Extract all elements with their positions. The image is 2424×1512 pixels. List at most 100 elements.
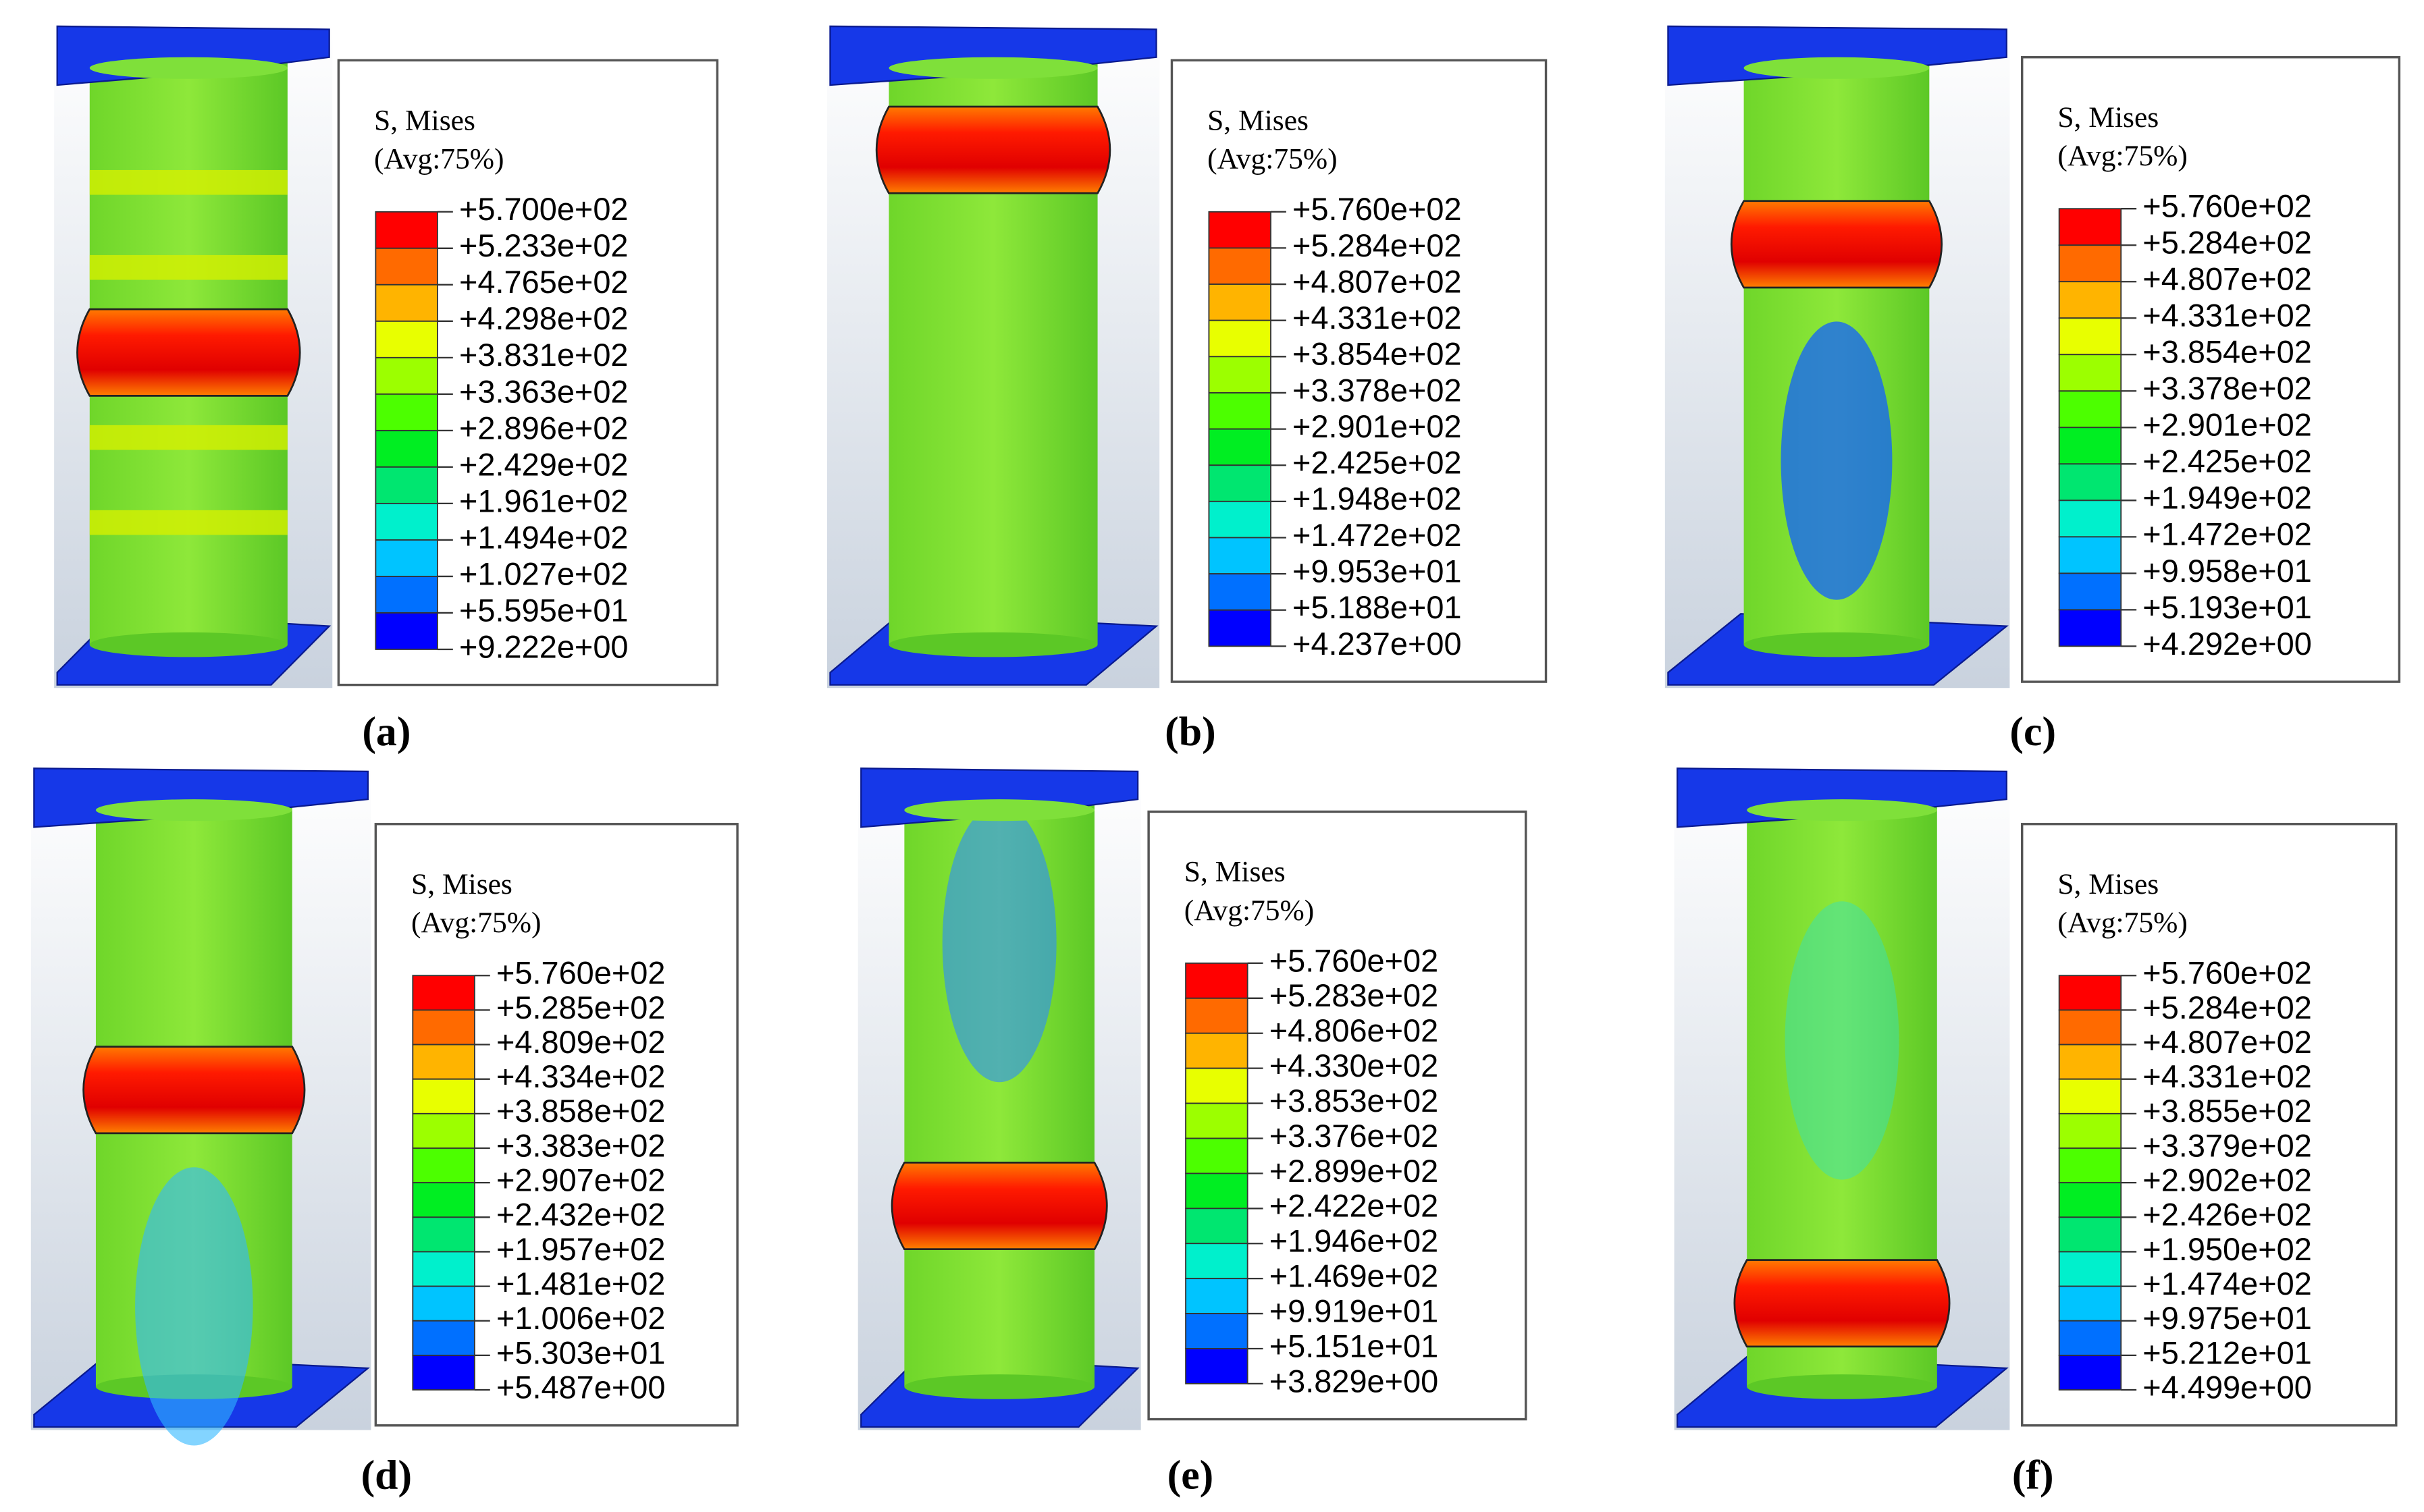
legend-color [375,356,438,395]
legend-value: +2.896e+02 [459,410,629,446]
legend-value: +5.193e+01 [2142,590,2312,625]
legend-color [1185,1067,1248,1104]
panel-label: (e) [1167,1453,1214,1498]
legend-value: +5.487e+00 [496,1370,666,1405]
legend-color [412,1112,475,1149]
legend-color [2058,390,2122,429]
legend-value: +5.760e+02 [2142,189,2312,224]
legend-color [1208,284,1271,321]
stress-stripe [89,254,288,280]
legend-color [2058,1009,2122,1046]
legend-color [2058,427,2122,465]
column-bottom [904,1374,1095,1399]
legend-color [412,1216,475,1253]
legend-color [2058,1148,2122,1184]
legend-color [2058,208,2122,246]
legend-color [1185,1348,1248,1384]
legend-value: +4.499e+00 [2142,1370,2312,1405]
stress-stripe [89,425,288,450]
legend-color [2058,572,2122,611]
legend-value: +1.472e+02 [1292,518,1462,553]
legend-color [2058,281,2122,319]
legend-value: +1.494e+02 [459,520,629,555]
legend-value: +5.285e+02 [496,990,666,1025]
panel: S, Mises(Avg:75%)+5.700e+02+5.233e+02+4.… [54,23,719,755]
legend-value: +2.902e+02 [2142,1163,2312,1198]
legend-color [1185,1102,1248,1139]
legend-value: +3.376e+02 [1269,1118,1439,1154]
column-bottom [889,632,1098,657]
legend-value: +2.426e+02 [2142,1197,2312,1233]
legend-value: +1.946e+02 [1269,1224,1439,1259]
legend-value: +1.481e+02 [496,1266,666,1301]
panel: S, Mises(Avg:75%)+5.760e+02+5.284e+02+4.… [826,23,1548,755]
legend-value: +9.953e+01 [1292,554,1462,589]
legend-value: +3.855e+02 [2142,1094,2312,1129]
legend-title: (Avg:75%) [1184,894,1314,927]
legend-value: +5.595e+01 [459,593,629,628]
legend-color [375,393,438,431]
legend-value: +5.284e+02 [1292,228,1462,263]
legend-title: (Avg:75%) [374,143,504,176]
legend-value: +1.027e+02 [459,556,629,591]
legend-color [2058,609,2122,647]
panel: S, Mises (Avg:75%) +5.760e+02+5.285e+02 +4.… [30,765,739,1498]
legend-value: +3.378e+02 [1292,373,1462,408]
legend-title: S, Mises [411,868,512,900]
bulge-band [875,105,1111,194]
legend-color [2058,500,2122,538]
column-top [1747,799,1937,821]
bulge-band [891,1161,1108,1251]
legend-value: +2.901e+02 [1292,409,1462,444]
legend-title: (Avg:75%) [1207,143,1337,176]
legend-value: +2.901e+02 [2142,408,2312,443]
legend-color [375,502,438,541]
legend-color [2058,1251,2122,1287]
legend-title: S, Mises [1207,104,1309,136]
panel-label: (c) [2009,709,2056,755]
legend-value: +2.429e+02 [459,447,629,482]
legend-color [1208,319,1271,358]
legend-value: +1.948e+02 [1292,481,1462,516]
legend-color [375,284,438,322]
legend-title: (Avg:75%) [411,907,541,939]
legend-value: +4.330e+02 [1269,1048,1439,1083]
panel: S, Mises(Avg:75%)+5.760e+02+5.284e+02+4.… [1674,765,2398,1498]
legend-title: (Avg:75%) [2057,140,2187,172]
legend-value: +1.469e+02 [1269,1259,1439,1294]
legend-color [2058,244,2122,283]
legend-color [375,320,438,358]
legend-value: +2.432e+02 [496,1197,666,1233]
legend-color [412,1009,475,1046]
column-top [904,799,1095,821]
legend-value: +3.853e+02 [1269,1083,1439,1118]
legend-title: S, Mises [1184,856,1286,888]
panel: S, Mises(Avg:75%)+5.760e+02+5.283e+02+4.… [858,765,1527,1498]
legend-value: +5.284e+02 [2142,225,2312,261]
legend-value: +9.958e+01 [2142,554,2312,589]
stress-patch [942,804,1057,1083]
legend-color [2058,1044,2122,1080]
legend-value: +2.422e+02 [1269,1189,1439,1224]
legend-color [1185,1313,1248,1349]
legend-title: S, Mises [374,104,475,136]
legend-color [375,612,438,650]
legend-value: +2.899e+02 [1269,1154,1439,1189]
stress-stripe [89,510,288,535]
legend-value: +9.975e+01 [2142,1301,2312,1336]
legend-color [412,1251,475,1287]
legend-value: +4.331e+02 [1292,300,1462,335]
legend-value: +5.760e+02 [496,956,666,991]
legend-value: +3.379e+02 [2142,1128,2312,1163]
legend-value: +5.284e+02 [2142,990,2312,1025]
legend-value: +5.283e+02 [1269,978,1439,1013]
legend-color [2058,536,2122,574]
legend-value: +2.907e+02 [496,1163,666,1198]
legend-value: +4.334e+02 [496,1059,666,1094]
legend-value: +2.425e+02 [2142,444,2312,479]
stress-patch [135,1167,253,1446]
legend-value: +1.472e+02 [2142,517,2312,552]
bulge-band [82,1046,306,1135]
stress-patch [1781,321,1893,600]
